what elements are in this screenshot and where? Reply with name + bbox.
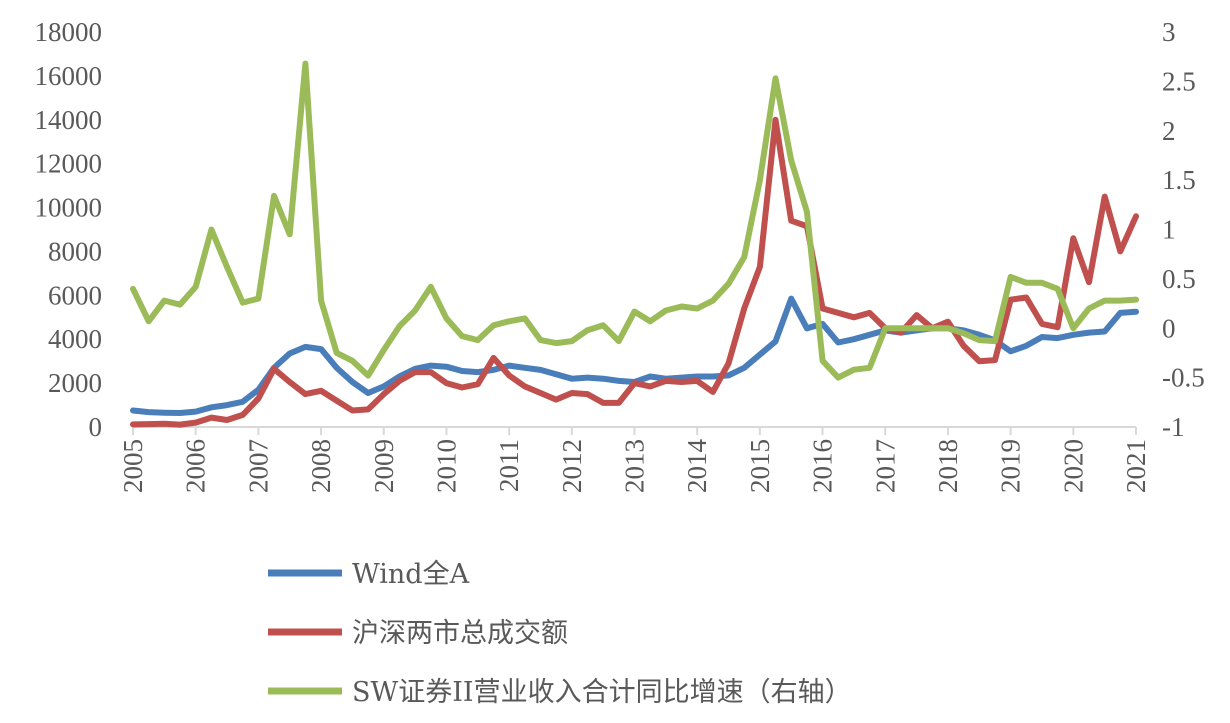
x-tick-label: 2012 (557, 439, 587, 493)
y-right-tick-label: -1 (1162, 412, 1185, 442)
axes: 2005 2006 2007 2008 2009 2010 2011 2012 2013 2014… (35, 17, 1205, 493)
y-left-tick-label: 10000 (35, 193, 103, 223)
x-tick-label: 2016 (808, 439, 838, 493)
x-tick-label: 2019 (996, 439, 1026, 493)
y-left-tick-label: 14000 (35, 105, 103, 135)
y-left-tick-label: 0 (89, 412, 103, 442)
y-right-tick-label: 2 (1162, 116, 1176, 146)
legend-label-2: SW证券II营业收入合计同比增速（右轴） (352, 677, 852, 708)
x-tick-label: 2018 (933, 439, 963, 493)
y-right-tick-label: 2.5 (1162, 66, 1196, 96)
y-left-tick-label: 8000 (48, 236, 102, 266)
y-right-tick-label: 0 (1162, 313, 1176, 343)
y-right-tick-label: 1 (1162, 215, 1176, 245)
x-tick-label: 2010 (431, 439, 461, 493)
y-right-tick-label: 1.5 (1162, 165, 1196, 195)
x-tick-label: 2005 (118, 439, 148, 493)
x-tick-label: 2011 (494, 439, 524, 492)
legend: Wind全A 沪深两市总成交额 SW证券II营业收入合计同比增速（右轴） (268, 559, 852, 708)
x-tick-label: 2021 (1121, 439, 1151, 493)
x-tick-label: 2013 (620, 439, 650, 493)
series-line-2 (130, 60, 1139, 381)
x-tick-label: 2014 (682, 439, 712, 494)
y-left-tick-label: 2000 (48, 368, 102, 398)
x-tick-label: 2008 (306, 439, 336, 493)
series-line-1 (130, 116, 1139, 428)
y-right-tick-label: -0.5 (1162, 363, 1205, 393)
y-left-tick-label: 6000 (48, 280, 102, 310)
y-left-tick-label: 4000 (48, 324, 102, 354)
y-left-tick-label: 18000 (35, 17, 103, 47)
legend-label-1: 沪深两市总成交额 (352, 618, 568, 649)
series-lines (130, 60, 1139, 428)
y-right-tick-label: 0.5 (1162, 264, 1196, 294)
y-right-tick-label: 3 (1162, 17, 1176, 47)
x-tick-label: 2007 (243, 439, 273, 493)
legend-label-0: Wind全A (352, 559, 470, 590)
x-tick-label: 2015 (745, 439, 775, 493)
x-tick-label: 2020 (1058, 439, 1088, 493)
x-tick-label: 2009 (369, 439, 399, 493)
y-left-tick-label: 16000 (35, 61, 103, 91)
x-tick-label: 2017 (870, 439, 900, 493)
x-tick-label: 2006 (181, 439, 211, 493)
y-left-tick-label: 12000 (35, 149, 103, 179)
